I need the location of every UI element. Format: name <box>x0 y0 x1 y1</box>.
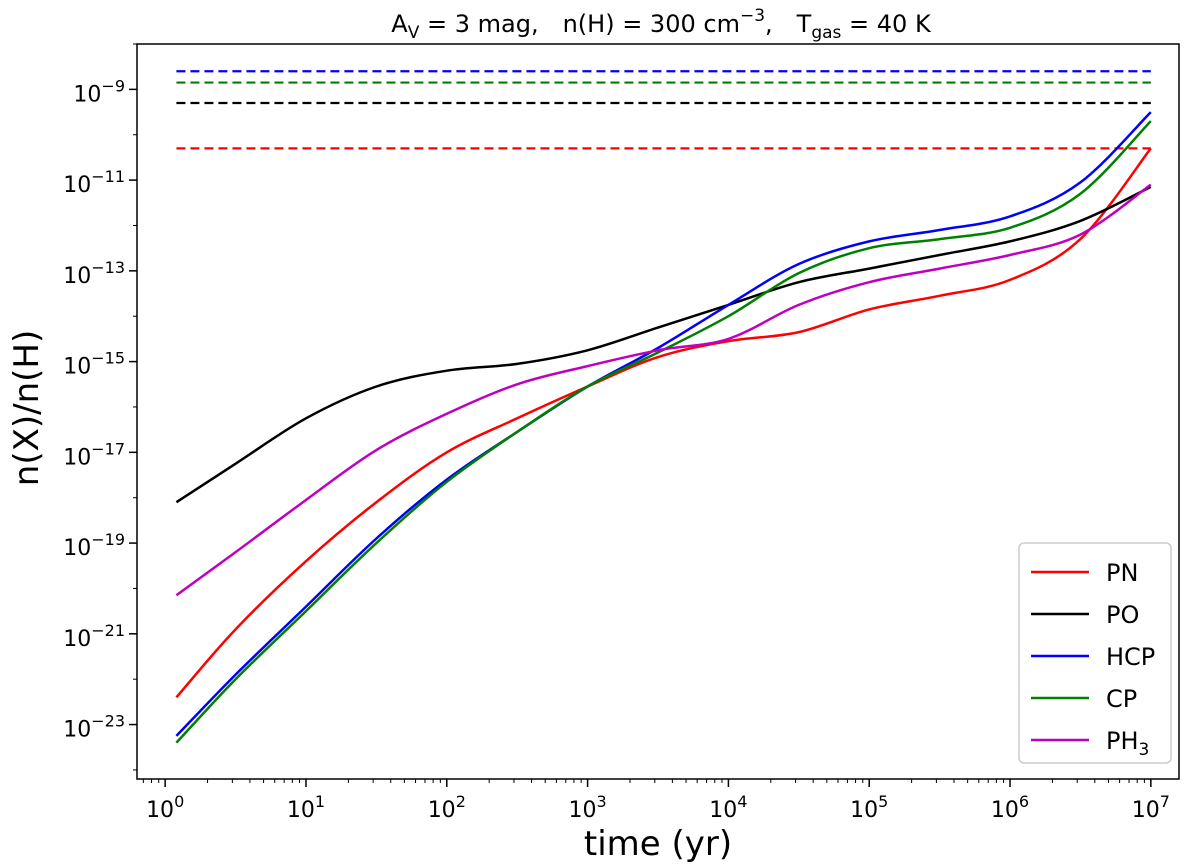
series-line-cp <box>175 120 1152 744</box>
y-axis-label: n(X)/n(H) <box>7 330 47 486</box>
y-tick-label: 10−11 <box>63 167 125 198</box>
x-tick-label: 101 <box>287 792 325 823</box>
x-tick-label: 105 <box>850 792 888 823</box>
legend-label-ph3: PH3 <box>1106 727 1149 760</box>
y-tick-label: 10−15 <box>63 349 125 380</box>
y-tick-label: 10−23 <box>63 712 125 743</box>
x-tick-label: 104 <box>709 792 747 823</box>
y-tick-label: 10−19 <box>63 530 125 561</box>
x-tick-label: 106 <box>991 792 1029 823</box>
initial-abundance-lines <box>176 70 1151 150</box>
legend-label-cp: CP <box>1106 685 1137 713</box>
y-tick-label: 10−9 <box>73 76 125 107</box>
axis-ticks: 100 101 102 103 104 105 106 107 10−9 10−11 10−13 10… <box>63 43 1170 823</box>
y-tick-label: 10−17 <box>63 439 125 470</box>
legend-label-hcp: HCP <box>1106 643 1155 671</box>
legend-box <box>1018 542 1172 764</box>
legend-label-po: PO <box>1106 601 1139 629</box>
y-tick-label: 10−21 <box>63 621 125 652</box>
legend-label-pn: PN <box>1106 559 1138 587</box>
series-line-pn <box>175 147 1152 699</box>
series-line-ph3 <box>175 183 1152 597</box>
plot-frame <box>136 43 1180 780</box>
x-tick-label: 107 <box>1132 792 1170 823</box>
x-tick-label: 103 <box>569 792 607 823</box>
series-line-hcp <box>175 111 1152 737</box>
y-tick-label: 10−13 <box>63 258 125 289</box>
x-tick-label: 102 <box>428 792 466 823</box>
x-axis-label: time (yr) <box>584 824 732 864</box>
series-lines <box>175 111 1152 744</box>
chart-title: AV = 3 mag, n(H) = 300 cm−3, Tgas = 40 K <box>391 6 932 43</box>
legend: PN PO HCP CP PH3 <box>1018 542 1172 764</box>
series-line-po <box>175 185 1152 504</box>
x-tick-label: 100 <box>146 792 184 823</box>
